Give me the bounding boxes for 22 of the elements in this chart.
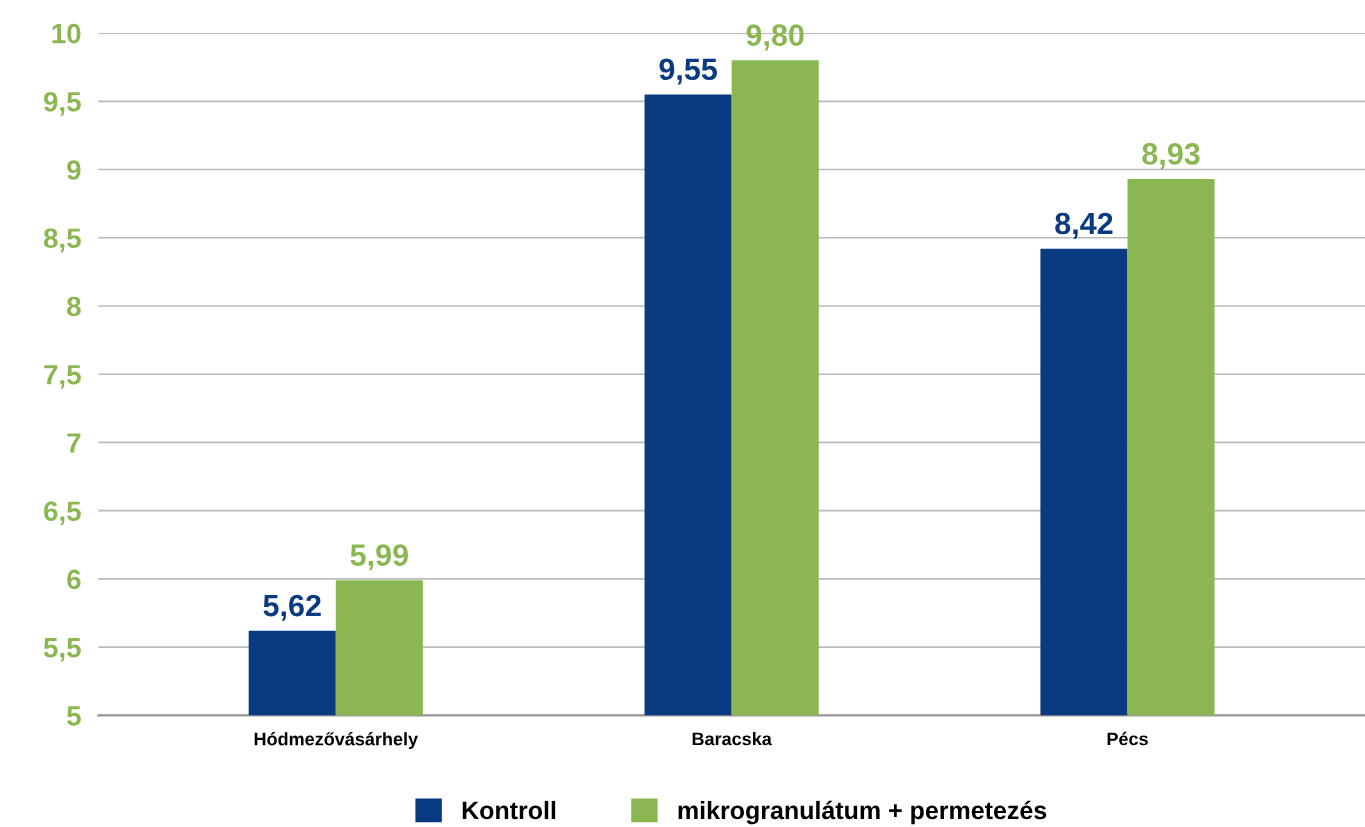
y-tick-label: 6: [67, 569, 81, 590]
legend-label: mikrogranulátum + permetezés: [678, 800, 1047, 825]
y-tick-label: 10: [52, 23, 81, 44]
y-tick-label: 7,5: [44, 365, 81, 389]
x-tick-label: Pécs: [1107, 731, 1148, 746]
x-tick-label: Baracska: [692, 732, 772, 746]
y-tick-label: 5: [67, 706, 81, 726]
y-tick-label: 7: [67, 433, 81, 453]
data-label: 8,42: [1055, 212, 1113, 239]
data-label: 8,93: [1142, 143, 1200, 170]
y-tick-label: 9: [67, 160, 81, 180]
data-label: 5,99: [350, 544, 408, 571]
data-label: 5,62: [263, 594, 321, 621]
y-tick-label: 8,5: [43, 228, 81, 253]
x-tick-label: Hódmezővásárhely: [254, 732, 418, 750]
data-label: 9,80: [746, 24, 804, 51]
legend-label: Kontroll: [462, 800, 556, 820]
y-tick-label: 5,5: [43, 638, 81, 662]
y-tick-label: 8: [67, 296, 81, 317]
data-label: 9,55: [659, 58, 717, 85]
y-tick-label: 6,5: [44, 501, 81, 526]
y-tick-label: 9,5: [43, 91, 81, 116]
